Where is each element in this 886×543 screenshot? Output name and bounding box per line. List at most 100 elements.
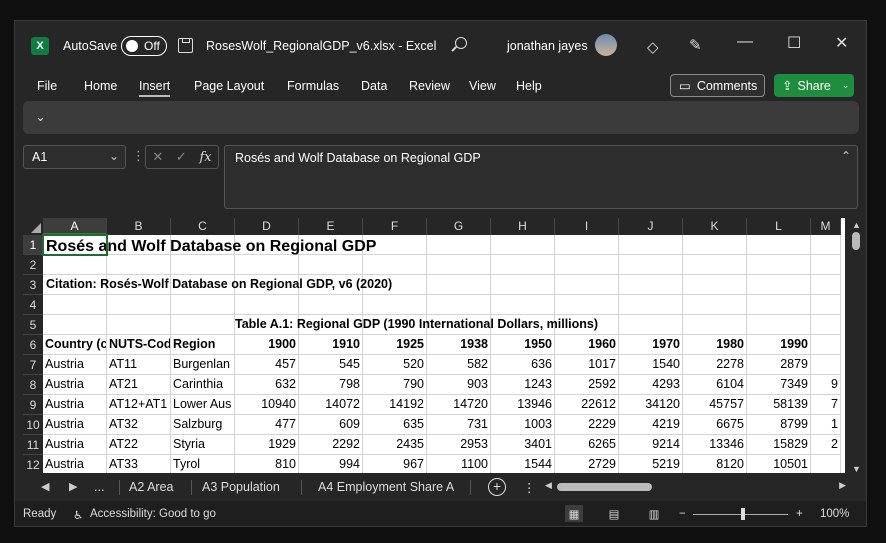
user-name[interactable]: jonathan jayes (507, 39, 588, 53)
grid-cell[interactable] (555, 275, 619, 295)
grid-cell[interactable] (747, 235, 811, 255)
grid-cell[interactable] (683, 315, 747, 335)
row-header-2[interactable]: 2 (23, 255, 43, 275)
data-cell[interactable]: Salzburg (171, 415, 235, 435)
data-cell[interactable]: AT33 (107, 455, 171, 473)
name-box[interactable]: A1 ⌄ (23, 145, 126, 169)
menu-help[interactable]: Help (516, 79, 542, 93)
select-all-corner[interactable] (23, 218, 43, 235)
zoom-out-button[interactable]: − (679, 508, 686, 520)
grid-cell[interactable] (427, 295, 491, 315)
accessibility-icon[interactable]: ♿ (73, 510, 84, 522)
grid-cell[interactable] (491, 315, 555, 335)
data-cell[interactable]: Austria (43, 435, 107, 455)
data-cell[interactable]: 8799 (747, 415, 811, 435)
data-cell[interactable]: Austria (43, 415, 107, 435)
data-cell[interactable]: 7 (811, 395, 841, 415)
data-cell[interactable] (811, 355, 841, 375)
data-cell[interactable]: Tyrol (171, 455, 235, 473)
zoom-slider[interactable] (693, 514, 788, 515)
header-cell[interactable] (811, 335, 841, 355)
insert-function-icon[interactable]: fx (199, 149, 212, 165)
data-cell[interactable]: Styria (171, 435, 235, 455)
data-cell[interactable]: 2229 (555, 415, 619, 435)
chevron-up-icon[interactable]: ⌃ (840, 149, 851, 163)
accessibility-status[interactable]: Accessibility: Good to go (90, 508, 216, 520)
grid-cell[interactable] (811, 275, 841, 295)
data-cell[interactable]: 2435 (363, 435, 427, 455)
data-cell[interactable]: 1544 (491, 455, 555, 473)
header-cell[interactable]: 1910 (299, 335, 363, 355)
data-cell[interactable]: 790 (363, 375, 427, 395)
data-cell[interactable]: AT11 (107, 355, 171, 375)
grid-cell[interactable] (235, 295, 299, 315)
grid-cell[interactable] (491, 275, 555, 295)
data-cell[interactable]: Burgenlan (171, 355, 235, 375)
grid-cell[interactable] (619, 275, 683, 295)
data-cell[interactable]: Austria (43, 395, 107, 415)
data-cell[interactable]: 6675 (683, 415, 747, 435)
grid-cell[interactable] (299, 255, 363, 275)
grid-cell[interactable] (107, 295, 171, 315)
grid-cell[interactable] (555, 295, 619, 315)
row-header-12[interactable]: 12 (23, 455, 43, 473)
menu-page-layout[interactable]: Page Layout (194, 79, 265, 93)
column-header-f[interactable]: F (363, 218, 427, 235)
data-cell[interactable]: 14072 (299, 395, 363, 415)
data-cell[interactable]: 457 (235, 355, 299, 375)
grid-cell[interactable] (619, 255, 683, 275)
data-cell[interactable]: 1243 (491, 375, 555, 395)
menu-formulas[interactable]: Formulas (287, 79, 340, 93)
grid-cell[interactable] (235, 235, 299, 255)
data-cell[interactable]: 4293 (619, 375, 683, 395)
grid-cell[interactable] (427, 235, 491, 255)
data-cell[interactable] (811, 455, 841, 473)
grid-cell[interactable] (363, 295, 427, 315)
chevron-down-icon[interactable]: ⌄ (841, 80, 850, 90)
close-button[interactable]: ✕ (835, 35, 849, 52)
column-header-c[interactable]: C (171, 218, 235, 235)
grid-cell[interactable] (811, 255, 841, 275)
data-cell[interactable]: Lower Aus (171, 395, 235, 415)
column-header-j[interactable]: J (619, 218, 683, 235)
data-cell[interactable]: 2953 (427, 435, 491, 455)
data-cell[interactable]: 1100 (427, 455, 491, 473)
zoom-in-button[interactable]: + (796, 508, 803, 520)
data-cell[interactable]: 4219 (619, 415, 683, 435)
grid-cell[interactable] (363, 315, 427, 335)
row-header-3[interactable]: 3 (23, 275, 43, 295)
header-cell[interactable]: 1970 (619, 335, 683, 355)
column-header-k[interactable]: K (683, 218, 747, 235)
grid-cell[interactable] (491, 235, 555, 255)
data-cell[interactable]: 731 (427, 415, 491, 435)
data-cell[interactable]: 3401 (491, 435, 555, 455)
search-icon[interactable] (455, 37, 467, 49)
menu-review[interactable]: Review (409, 79, 450, 93)
grid-cell[interactable] (235, 275, 299, 295)
more-sheets-icon[interactable]: ⋮ (523, 481, 536, 495)
data-cell[interactable]: 9 (811, 375, 841, 395)
menu-data[interactable]: Data (361, 79, 388, 93)
data-cell[interactable]: 15829 (747, 435, 811, 455)
data-cell[interactable]: 2879 (747, 355, 811, 375)
chevron-down-icon[interactable]: ⌄ (108, 149, 119, 163)
menu-view[interactable]: View (469, 79, 496, 93)
grid-cell[interactable] (555, 235, 619, 255)
grid-cell[interactable] (747, 255, 811, 275)
data-cell[interactable]: 6265 (555, 435, 619, 455)
data-cell[interactable]: 10501 (747, 455, 811, 473)
zoom-slider-thumb[interactable] (741, 508, 745, 520)
grid-cell[interactable] (555, 315, 619, 335)
data-cell[interactable]: 520 (363, 355, 427, 375)
header-cell[interactable]: 1900 (235, 335, 299, 355)
grid-cell[interactable] (427, 315, 491, 335)
data-cell[interactable]: 903 (427, 375, 491, 395)
grid-cell[interactable] (171, 235, 235, 255)
grid-cell[interactable] (427, 275, 491, 295)
avatar[interactable] (595, 34, 617, 56)
page-break-preview-icon[interactable]: ▥ (648, 508, 660, 521)
data-cell[interactable]: 6104 (683, 375, 747, 395)
grid-cell[interactable] (619, 295, 683, 315)
data-cell[interactable]: 1 (811, 415, 841, 435)
data-cell[interactable]: 9214 (619, 435, 683, 455)
